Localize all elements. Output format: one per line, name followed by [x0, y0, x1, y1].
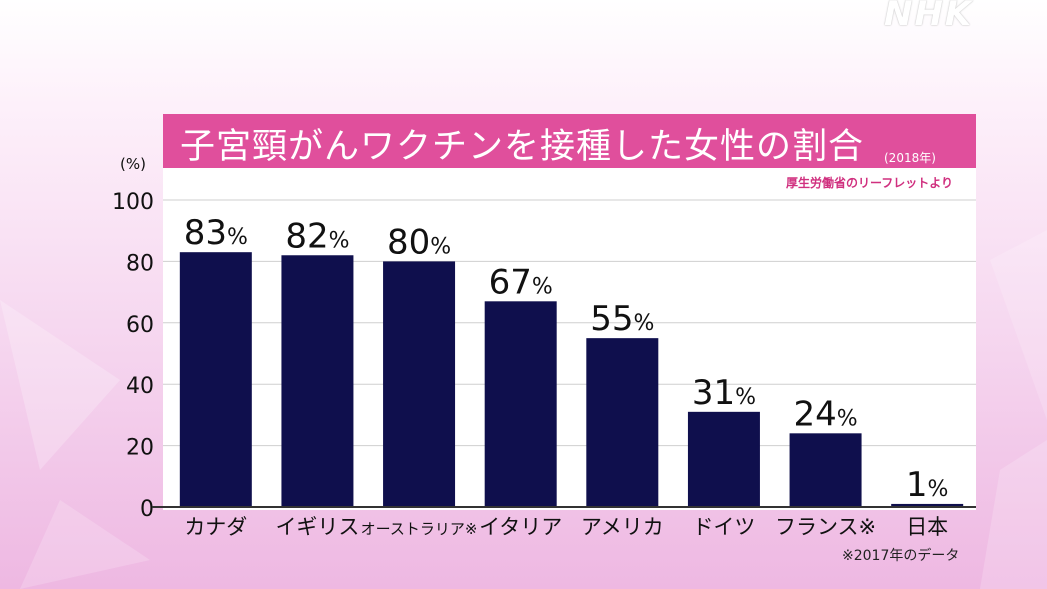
- y-tick-label: 60: [126, 313, 154, 338]
- y-tick-label: 40: [126, 374, 154, 399]
- bars: [179, 252, 964, 507]
- bar: [383, 261, 456, 507]
- title-bar: [163, 114, 976, 168]
- x-tick-label: 日本: [906, 515, 948, 539]
- data-label: 31%: [692, 373, 756, 413]
- bar: [281, 255, 354, 507]
- bar: [687, 411, 760, 507]
- y-tick-label: 100: [112, 190, 154, 215]
- bar: [891, 503, 964, 507]
- data-label: 1%: [906, 465, 949, 505]
- data-label: 55%: [590, 299, 654, 339]
- bar: [586, 338, 659, 507]
- x-tick-label: イタリア: [479, 515, 562, 539]
- chart-title: 子宮頸がんワクチンを接種した女性の割合: [180, 127, 865, 167]
- x-tick-label: フランス※: [775, 515, 876, 539]
- x-tick-label: オーストラリア※: [361, 520, 478, 538]
- data-label: 24%: [793, 394, 857, 434]
- data-label: 80%: [387, 222, 451, 262]
- footnote: ※2017年のデータ: [842, 548, 960, 564]
- data-label: 67%: [489, 262, 553, 302]
- y-tick-label: 80: [126, 251, 154, 276]
- y-tick-label: 20: [126, 436, 154, 461]
- y-axis-ticks: 0 20 40 60 80 100: [112, 190, 154, 522]
- data-labels: 83% 82% 80% 67% 55% 31% 24% 1%: [184, 213, 949, 505]
- source-note: 厚生労働省のリーフレットより: [786, 176, 954, 190]
- y-axis-unit: (%): [120, 155, 146, 173]
- bar: [789, 433, 862, 507]
- x-tick-label: アメリカ: [581, 515, 664, 539]
- broadcaster-logo: NHK: [884, 0, 974, 34]
- x-tick-label: ドイツ: [692, 515, 755, 539]
- year-note: (2018年): [884, 151, 936, 165]
- x-axis-labels: カナダ イギリス オーストラリア※ イタリア アメリカ ドイツ フランス※ 日本: [184, 515, 948, 539]
- y-tick-label: 0: [140, 497, 154, 522]
- bar: [179, 252, 252, 507]
- data-label: 83%: [184, 213, 248, 253]
- bar: [484, 301, 557, 507]
- data-label: 82%: [285, 216, 349, 256]
- x-tick-label: イギリス: [275, 515, 359, 539]
- x-tick-label: カナダ: [184, 515, 247, 539]
